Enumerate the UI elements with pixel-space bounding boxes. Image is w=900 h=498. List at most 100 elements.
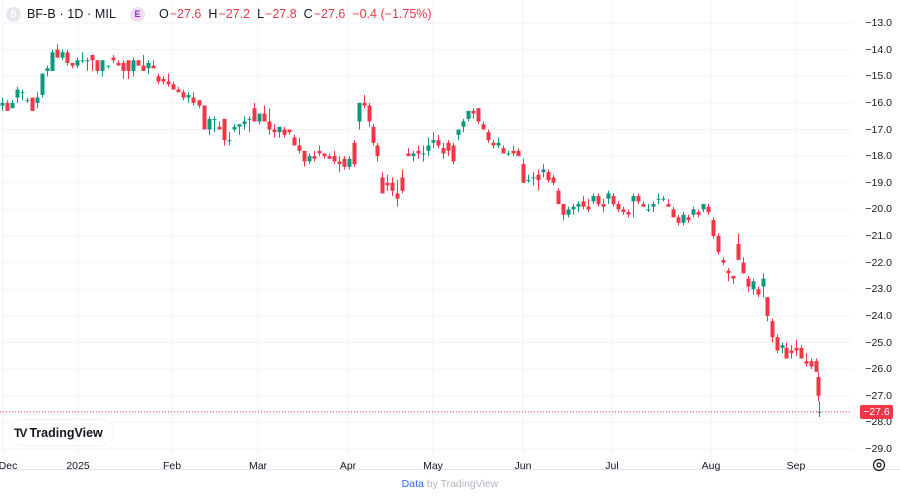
time-tick-label: May <box>423 460 443 472</box>
candle <box>380 172 385 194</box>
candle <box>197 100 202 109</box>
candle <box>202 105 207 130</box>
candle <box>247 116 252 133</box>
symbol-title[interactable]: BF-B · 1D · MIL <box>27 7 117 21</box>
candle <box>461 118 466 133</box>
time-tick-label: Mar <box>248 460 268 472</box>
candle <box>111 54 116 63</box>
candle <box>651 201 656 213</box>
candle <box>596 193 601 207</box>
candle <box>136 60 141 66</box>
candle <box>146 60 151 74</box>
candle <box>770 318 775 343</box>
candle <box>212 116 217 133</box>
candle <box>217 121 222 130</box>
candle <box>65 49 70 66</box>
chart-plot-area[interactable] <box>0 0 852 455</box>
ohlc-close-value: −27.6 <box>313 7 346 21</box>
price-tick-label: −15.0 <box>865 70 892 83</box>
candle <box>471 108 476 119</box>
candle <box>816 371 821 402</box>
candle <box>367 102 372 127</box>
candle <box>322 153 327 159</box>
candle <box>292 134 297 146</box>
candle <box>347 156 352 170</box>
candle <box>731 275 736 284</box>
candle <box>481 121 486 130</box>
candle <box>591 193 596 205</box>
candle <box>691 206 696 218</box>
ohlc-low-key: L <box>257 7 265 21</box>
price-tick-label: −26.0 <box>865 363 892 376</box>
candle <box>516 148 521 157</box>
candle <box>252 102 257 122</box>
ohlc-open-value: −27.6 <box>169 7 202 21</box>
candle <box>80 52 85 63</box>
candle <box>809 358 814 370</box>
candle <box>257 113 262 125</box>
ohlc-close: C−27.6 <box>304 7 353 21</box>
candle <box>262 105 267 122</box>
candle <box>30 97 35 111</box>
candle <box>242 116 247 130</box>
price-tick-label: −18.0 <box>865 150 892 163</box>
candle <box>352 140 357 167</box>
candle <box>561 204 566 221</box>
candle <box>486 129 491 143</box>
candle <box>375 142 380 162</box>
price-tick-label: −28.0 <box>865 416 892 429</box>
candle <box>232 124 237 133</box>
candle <box>0 97 5 111</box>
candle <box>411 150 416 162</box>
candle <box>551 174 556 186</box>
candle <box>116 60 121 66</box>
candle <box>317 145 322 157</box>
candle <box>426 137 431 157</box>
candle <box>636 193 641 205</box>
candle <box>60 49 65 61</box>
candle <box>237 124 242 135</box>
data-link[interactable]: Data <box>401 478 424 490</box>
candle <box>395 180 400 207</box>
candle <box>35 92 40 109</box>
candle <box>541 164 546 178</box>
candle <box>5 100 10 111</box>
candle <box>746 275 751 292</box>
candle <box>166 73 171 87</box>
earnings-badge-icon[interactable]: E <box>130 6 146 22</box>
candle <box>171 81 176 90</box>
candle <box>496 137 501 149</box>
candle <box>789 345 794 359</box>
candle <box>576 201 581 213</box>
time-tick-label: Jul <box>605 460 619 472</box>
candle <box>421 145 426 162</box>
price-axis[interactable]: −13.0 −14.0 −15.0 −16.0 −17.0 −18.0 −19.0 −20.0… <box>852 0 900 455</box>
candle <box>45 65 50 77</box>
candle <box>446 140 451 157</box>
tradingview-watermark[interactable]: TV TradingView <box>10 420 113 445</box>
candle <box>466 110 471 122</box>
ohlc-close-key: C <box>303 7 313 21</box>
candle <box>297 137 302 154</box>
candle <box>20 89 25 101</box>
candle <box>176 86 181 93</box>
candle <box>277 126 282 138</box>
candle <box>327 153 332 159</box>
time-tick-label: Aug <box>701 460 721 472</box>
candle <box>656 193 661 205</box>
candle <box>222 118 227 146</box>
chart-settings-icon[interactable] <box>872 458 886 472</box>
ohlc-low: L−27.8 <box>257 7 304 21</box>
attribution-text: by TradingView <box>423 478 499 490</box>
candle <box>451 142 456 165</box>
candle <box>267 108 272 135</box>
candle <box>756 286 761 298</box>
candle <box>804 353 809 367</box>
symbol-legend: B BF-B · 1D · MIL E O−27.6 H−27.2 L−27.8… <box>6 5 439 23</box>
candle <box>814 358 819 372</box>
candle <box>227 132 232 146</box>
candle <box>337 156 342 173</box>
candle <box>312 150 317 162</box>
candle <box>726 267 731 282</box>
candle <box>371 124 376 146</box>
